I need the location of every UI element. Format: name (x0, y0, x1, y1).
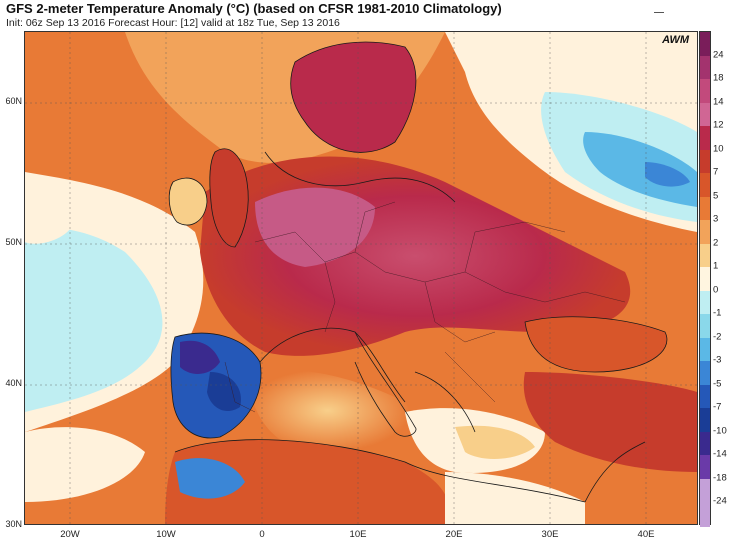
color-swatch (700, 150, 710, 175)
color-swatch (700, 385, 710, 410)
map-canvas (25, 32, 697, 524)
color-swatch (700, 79, 710, 104)
color-scale-label: -10 (713, 425, 727, 436)
color-swatch (700, 126, 710, 151)
lon-label-20w: 20W (60, 529, 80, 540)
map-title: GFS 2-meter Temperature Anomaly (°C) (ba… (6, 1, 502, 16)
color-scale-label: -2 (713, 331, 721, 342)
color-scale-label: -1 (713, 308, 721, 319)
lat-label-50n: 50N (0, 237, 22, 247)
lon-label-30e: 30E (542, 529, 559, 540)
lon-label-40e: 40E (638, 529, 655, 540)
lat-label-30n: 30N (0, 519, 22, 529)
color-scale-label: 7 (713, 167, 718, 178)
lon-label-20e: 20E (446, 529, 463, 540)
lat-label-60n: 60N (0, 96, 22, 106)
color-swatch (700, 455, 710, 480)
color-scale-label: 18 (713, 73, 724, 84)
color-scale-label: -18 (713, 472, 727, 483)
color-scale-label: 12 (713, 120, 724, 131)
color-scale-label: -7 (713, 402, 721, 413)
color-scale-label: -5 (713, 378, 721, 389)
color-scale-label: 14 (713, 96, 724, 107)
minimize-dash-icon (654, 12, 664, 13)
color-swatch (700, 244, 710, 269)
color-swatch (700, 502, 710, 527)
color-swatch (700, 479, 710, 504)
color-swatch (700, 338, 710, 363)
color-swatch (700, 32, 710, 57)
lon-label-10e: 10E (350, 529, 367, 540)
anomaly-map: AWM (24, 31, 698, 525)
color-scale-label: -24 (713, 496, 727, 507)
color-swatch (700, 314, 710, 339)
color-scale-label: -3 (713, 355, 721, 366)
lon-label-0: 0 (259, 529, 264, 540)
map-subtitle: Init: 06z Sep 13 2016 Forecast Hour: [12… (6, 17, 340, 29)
color-swatch (700, 291, 710, 316)
color-swatch (700, 408, 710, 433)
lat-label-40n: 40N (0, 378, 22, 388)
color-swatch (700, 103, 710, 128)
middle-east-warm-area (585, 472, 697, 524)
color-scale-label: -14 (713, 449, 727, 460)
color-scale-label: 5 (713, 190, 718, 201)
color-swatch (700, 267, 710, 292)
color-scale-label: 1 (713, 261, 718, 272)
color-swatch (700, 56, 710, 81)
awm-logo: AWM (662, 34, 689, 46)
color-swatch (700, 197, 710, 222)
color-scale-bar (699, 31, 711, 525)
color-scale-label: 10 (713, 143, 724, 154)
color-swatch (700, 432, 710, 457)
color-scale-label: 2 (713, 237, 718, 248)
color-scale-label: 24 (713, 49, 724, 60)
color-swatch (700, 361, 710, 386)
color-scale-label: 3 (713, 214, 718, 225)
color-scale-label: 0 (713, 284, 718, 295)
color-swatch (700, 173, 710, 198)
lon-label-10w: 10W (156, 529, 176, 540)
color-swatch (700, 220, 710, 245)
